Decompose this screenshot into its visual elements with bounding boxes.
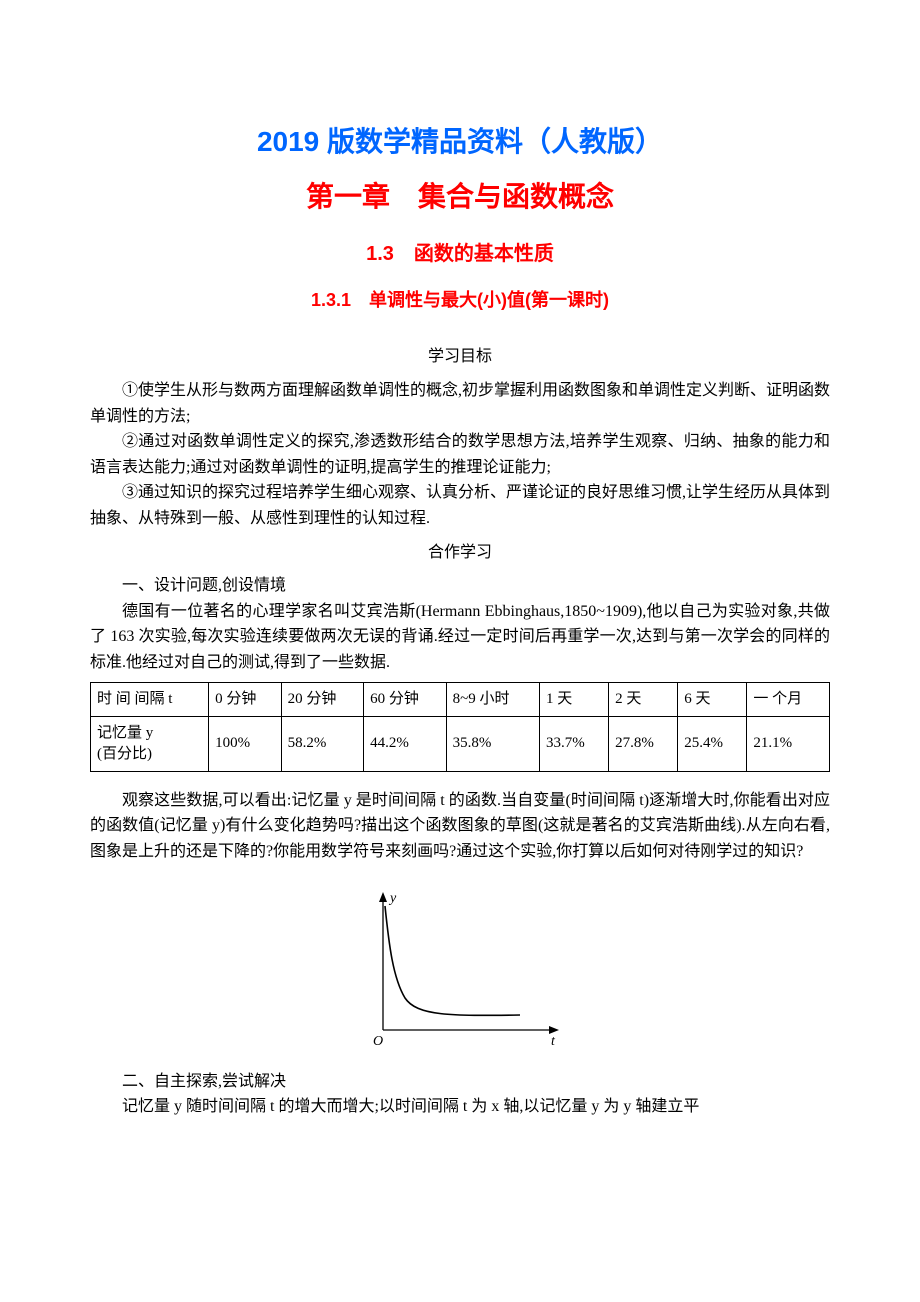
objective-item-1: ①使学生从形与数两方面理解函数单调性的概念,初步掌握利用函数图象和单调性定义判断… bbox=[90, 378, 830, 429]
ebbinghaus-data-table: 时 间 间隔 t 0 分钟 20 分钟 60 分钟 8~9 小时 1 天 2 天… bbox=[90, 682, 830, 772]
part1-paragraph-2: 观察这些数据,可以看出:记忆量 y 是时间间隔 t 的函数.当自变量(时间间隔 … bbox=[90, 788, 830, 865]
table-data-cell: 35.8% bbox=[446, 716, 539, 771]
table-row-label: 记忆量 y (百分比) bbox=[91, 716, 209, 771]
chart-origin-label: O bbox=[373, 1034, 383, 1049]
table-data-cell: 100% bbox=[209, 716, 282, 771]
chart-y-label: y bbox=[388, 891, 397, 906]
table-header-row: 时 间 间隔 t 0 分钟 20 分钟 60 分钟 8~9 小时 1 天 2 天… bbox=[91, 682, 830, 716]
table-data-cell: 33.7% bbox=[540, 716, 609, 771]
part1-paragraph-1: 德国有一位著名的心理学家名叫艾宾浩斯(Hermann Ebbinghaus,18… bbox=[90, 599, 830, 676]
table-data-cell: 44.2% bbox=[364, 716, 447, 771]
chart-curve bbox=[385, 906, 520, 1015]
part2-paragraph-1: 记忆量 y 随时间间隔 t 的增大而增大;以时间间隔 t 为 x 轴,以记忆量 … bbox=[90, 1094, 830, 1120]
table-data-cell: 27.8% bbox=[609, 716, 678, 771]
heading-objectives: 学习目标 bbox=[90, 344, 830, 370]
doc-section-title: 1.3 函数的基本性质 bbox=[90, 238, 830, 270]
table-header-cell: 2 天 bbox=[609, 682, 678, 716]
heading-cooperation: 合作学习 bbox=[90, 540, 830, 566]
objective-item-2: ②通过对函数单调性定义的探究,渗透数形结合的数学思想方法,培养学生观察、归纳、抽… bbox=[90, 429, 830, 480]
table-header-cell: 6 天 bbox=[678, 682, 747, 716]
chart-x-axis-arrow bbox=[549, 1026, 559, 1034]
table-data-cell: 58.2% bbox=[281, 716, 364, 771]
doc-main-title: 2019 版数学精品资料（人教版） bbox=[90, 120, 830, 165]
chart-x-label: t bbox=[551, 1034, 556, 1049]
heading-part1: 一、设计问题,创设情境 bbox=[90, 573, 830, 599]
table-header-cell: 一 个月 bbox=[747, 682, 830, 716]
doc-chapter-title: 第一章 集合与函数概念 bbox=[90, 175, 830, 220]
table-data-cell: 25.4% bbox=[678, 716, 747, 771]
table-header-cell: 60 分钟 bbox=[364, 682, 447, 716]
table-header-cell: 1 天 bbox=[540, 682, 609, 716]
table-header-cell: 8~9 小时 bbox=[446, 682, 539, 716]
heading-part2: 二、自主探索,尝试解决 bbox=[90, 1069, 830, 1095]
ebbinghaus-curve-chart: y t O bbox=[355, 890, 565, 1050]
table-header-cell: 20 分钟 bbox=[281, 682, 364, 716]
chart-y-axis-arrow bbox=[379, 892, 387, 902]
table-header-cell: 时 间 间隔 t bbox=[91, 682, 209, 716]
table-data-row: 记忆量 y (百分比) 100% 58.2% 44.2% 35.8% 33.7%… bbox=[91, 716, 830, 771]
table-header-cell: 0 分钟 bbox=[209, 682, 282, 716]
table-data-cell: 21.1% bbox=[747, 716, 830, 771]
objective-item-3: ③通过知识的探究过程培养学生细心观察、认真分析、严谨论证的良好思维习惯,让学生经… bbox=[90, 480, 830, 531]
doc-subsection-title: 1.3.1 单调性与最大(小)值(第一课时) bbox=[90, 286, 830, 315]
